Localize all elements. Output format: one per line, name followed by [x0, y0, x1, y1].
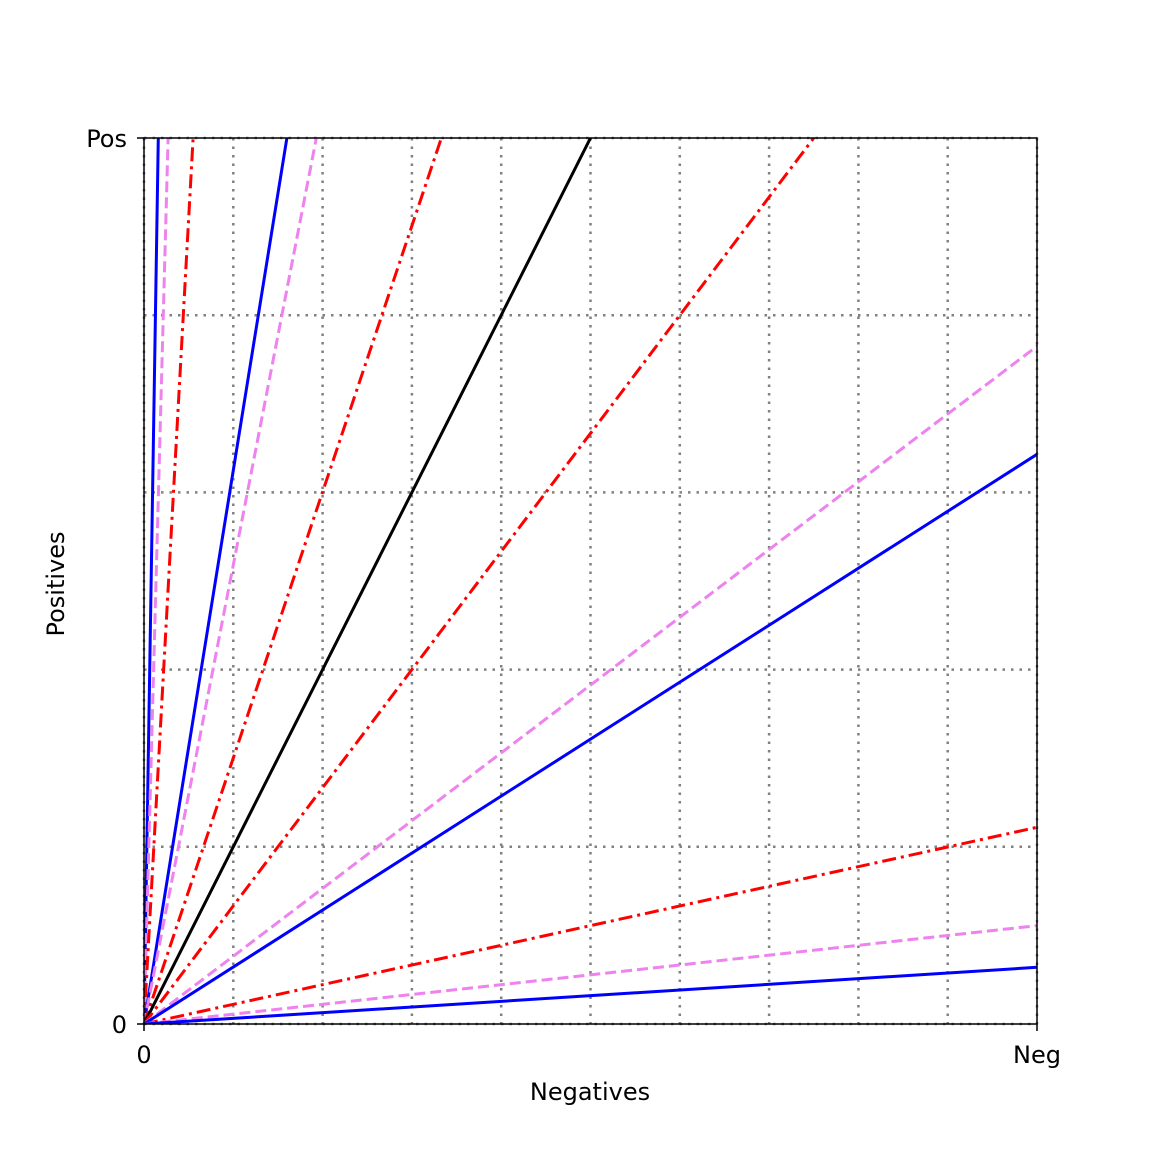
series-line-7: [144, 138, 592, 1024]
series-line-6: [144, 138, 443, 1024]
series-line-1: [144, 138, 160, 1024]
series-line-3: [144, 138, 195, 1024]
series-line-5: [144, 138, 318, 1024]
series-line-13: [144, 965, 1037, 1024]
x-axis-label: Negatives: [530, 1078, 650, 1106]
plot-frame: [143, 137, 1038, 1025]
x-tick-label-0: 0: [136, 1041, 151, 1069]
series-line-8: [144, 138, 815, 1024]
y-tick-label-0: 0: [112, 1011, 127, 1039]
series-lines: [144, 138, 1037, 1024]
series-line-12: [144, 924, 1037, 1024]
x-tick-label-neg: Neg: [1013, 1041, 1061, 1069]
series-line-11: [144, 825, 1037, 1024]
series-line-9: [144, 345, 1037, 1024]
y-axis-label: Positives: [42, 531, 70, 636]
series-line-4: [144, 138, 289, 1024]
y-tick-label-pos: Pos: [86, 125, 127, 153]
ticks: [137, 137, 1038, 1031]
axes-frame: [143, 137, 1038, 1025]
grid: [142, 136, 1039, 1026]
series-line-2: [144, 138, 170, 1024]
series-line-10: [144, 453, 1037, 1024]
